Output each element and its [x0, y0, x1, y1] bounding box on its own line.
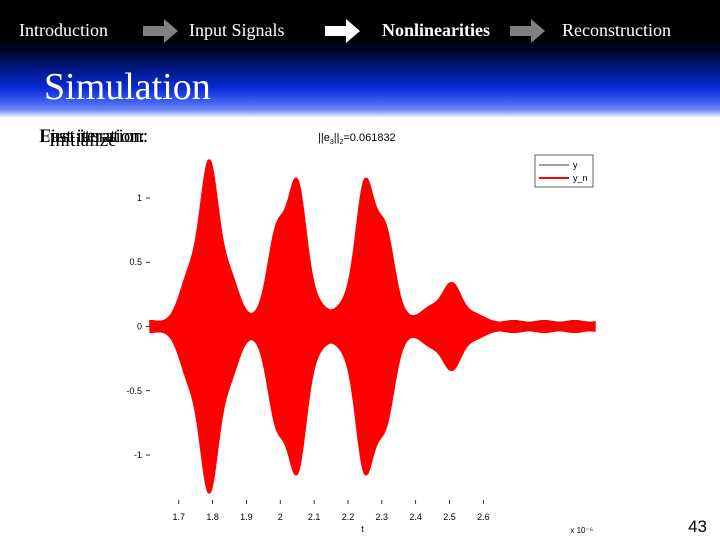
x-tick-label: 2 [278, 512, 283, 522]
nav-arrow-icon [325, 19, 360, 43]
x-tick-label: 2.6 [477, 512, 490, 522]
x-multiplier-label: x 10⁻⁶ [570, 526, 593, 535]
y-tick-label: 0.5 [129, 257, 142, 267]
first-iteration-label: First iteration: [40, 126, 149, 147]
header-banner [0, 0, 720, 118]
y-tick-label: -0.5 [126, 386, 142, 396]
page-number: 43 [688, 517, 707, 536]
x-tick-label: 1.7 [173, 512, 186, 522]
nav-arrow-icon [143, 19, 178, 43]
x-tick-label: 2.3 [376, 512, 389, 522]
nav-input-signals[interactable]: Input Signals [189, 19, 285, 40]
slide-title: Simulation [44, 66, 211, 108]
x-tick-label: 1.8 [206, 512, 219, 522]
x-tick-label: 1.9 [240, 512, 253, 522]
series-yn-line [149, 159, 596, 494]
chart-title: ||e3||2=0.061832 [318, 132, 396, 147]
y-tick-label: -1 [134, 450, 142, 460]
x-axis-label: t [361, 524, 364, 534]
nav-nonlinearities[interactable]: Nonlinearities [382, 19, 490, 40]
x-tick-label: 2.2 [342, 512, 355, 522]
x-tick-label: 2.5 [443, 512, 456, 522]
nav-arrow-icon [510, 19, 545, 43]
legend-box [534, 154, 594, 188]
legend-label-yn: y_n [573, 173, 588, 183]
legend-label-y: y [573, 160, 578, 170]
signal-chart: 1 0.5 0 -0.5 -1 1.7 1.8 1.9 2 2.1 2.2 2.3 2.4 2.5 2.6 t… [126, 154, 596, 535]
last-iteration-label: Last iteration: [39, 126, 146, 147]
x-tick-label: 2.4 [409, 512, 422, 522]
nav-reconstruction[interactable]: Reconstruction [562, 19, 671, 40]
y-tick-label: 0 [137, 322, 142, 332]
y-tick-label: 1 [137, 193, 142, 203]
initialize-label: Initialize [49, 130, 117, 151]
x-tick-label: 2.1 [308, 512, 321, 522]
nav-introduction[interactable]: Introduction [19, 19, 108, 40]
